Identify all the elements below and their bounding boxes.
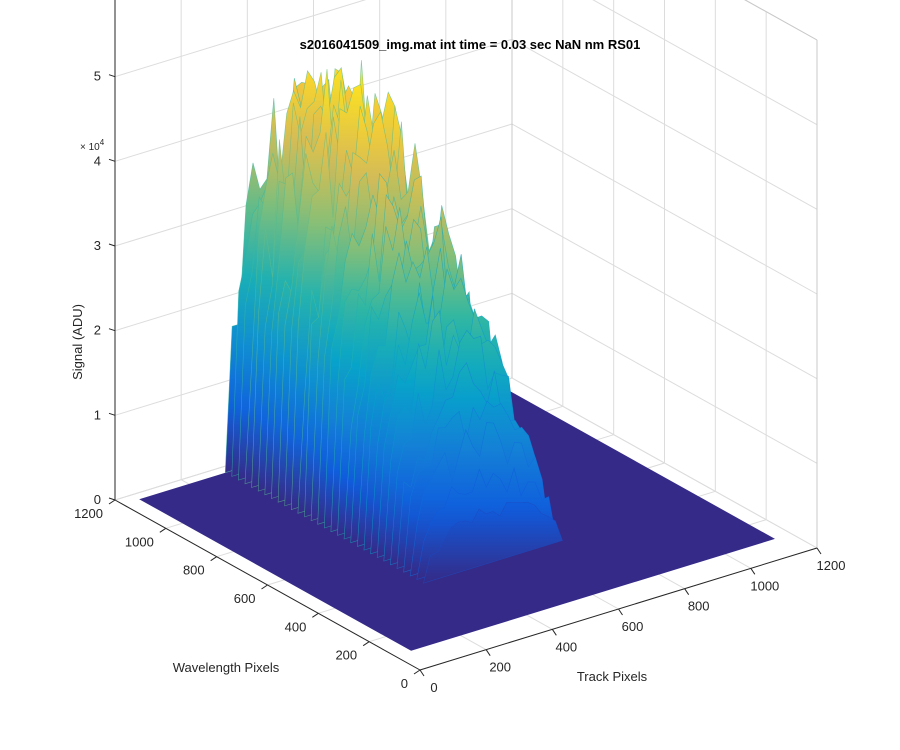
x-tick: [750, 568, 756, 575]
z-tick: [108, 158, 116, 162]
x-tick: [551, 629, 557, 636]
tick-labels: 0200400600800100012000200400600800100012…: [74, 69, 846, 695]
x-tick-label: 400: [555, 639, 577, 654]
x-tick-label: 800: [688, 599, 710, 614]
z-axis-label: Signal (ADU): [70, 304, 85, 380]
grid-line-wall-z: [511, 38, 818, 210]
y-tick: [362, 641, 370, 647]
y-tick: [210, 556, 217, 562]
x-tick-label: 200: [489, 660, 511, 675]
y-tick: [159, 527, 167, 533]
grid-line-wall-z: [511, 208, 818, 380]
y-tick-label: 1000: [125, 534, 154, 549]
z-tick-label: 5: [94, 69, 101, 84]
chart-title: s2016041509_img.mat int time = 0.03 sec …: [300, 37, 641, 52]
x-tick: [816, 547, 822, 555]
z-tick: [108, 412, 116, 416]
z-tick: [108, 328, 116, 332]
x-tick: [485, 649, 491, 656]
y-tick-label: 600: [234, 591, 256, 606]
grid-line-wall-z: [114, 0, 367, 78]
z-tick: [108, 497, 116, 501]
z-tick: [108, 243, 116, 247]
x-tick: [419, 669, 425, 677]
y-tick: [108, 499, 116, 505]
z-tick-label: 3: [94, 238, 101, 253]
x-tick-label: 1000: [750, 578, 779, 593]
surface-plot: [139, 60, 775, 651]
z-axis-multiplier: × 104: [80, 138, 105, 153]
grid-line-wall-z: [592, 0, 818, 126]
z-tick-label: 4: [94, 153, 101, 168]
grid-line-wall-z: [511, 123, 818, 295]
y-axis-label: Wavelength Pixels: [173, 660, 280, 675]
x-tick: [684, 588, 690, 595]
y-tick: [312, 612, 319, 618]
x-axis-label: Track Pixels: [577, 669, 648, 684]
y-tick-label: 1200: [74, 506, 103, 521]
surface-ridge: [422, 501, 563, 584]
x-tick-label: 1200: [817, 558, 846, 573]
z-tick-label: 0: [94, 492, 101, 507]
z-tick: [108, 74, 116, 78]
y-tick: [261, 584, 268, 590]
z-tick-label: 2: [94, 323, 101, 338]
y-tick-label: 200: [335, 648, 357, 663]
x-tick-label: 0: [430, 680, 437, 695]
y-tick: [413, 669, 421, 675]
x-tick-label: 600: [622, 619, 644, 634]
x-tick: [618, 608, 623, 616]
y-tick-label: 0: [401, 676, 408, 691]
y-tick-label: 800: [183, 563, 205, 578]
box-edge: [744, 0, 818, 41]
grid-line-wall-z: [511, 292, 818, 464]
y-tick-label: 400: [285, 619, 307, 634]
z-tick-label: 1: [94, 407, 101, 422]
grid-line-wall-z: [511, 377, 818, 549]
